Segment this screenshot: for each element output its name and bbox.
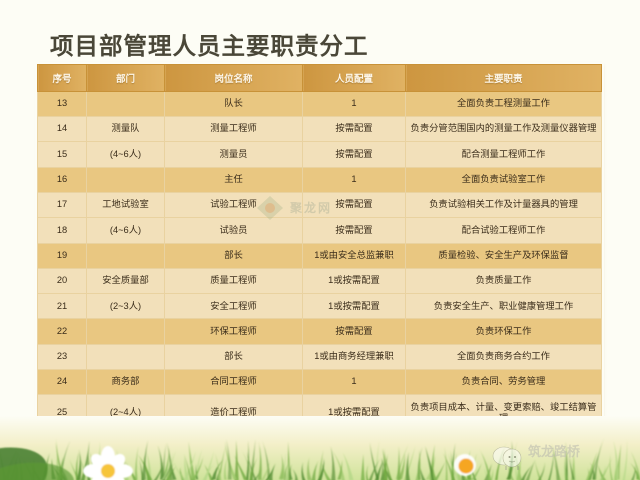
svg-text:聚龙网: 聚龙网 <box>289 200 332 215</box>
svg-text:筑龙路桥: 筑龙路桥 <box>528 444 581 459</box>
